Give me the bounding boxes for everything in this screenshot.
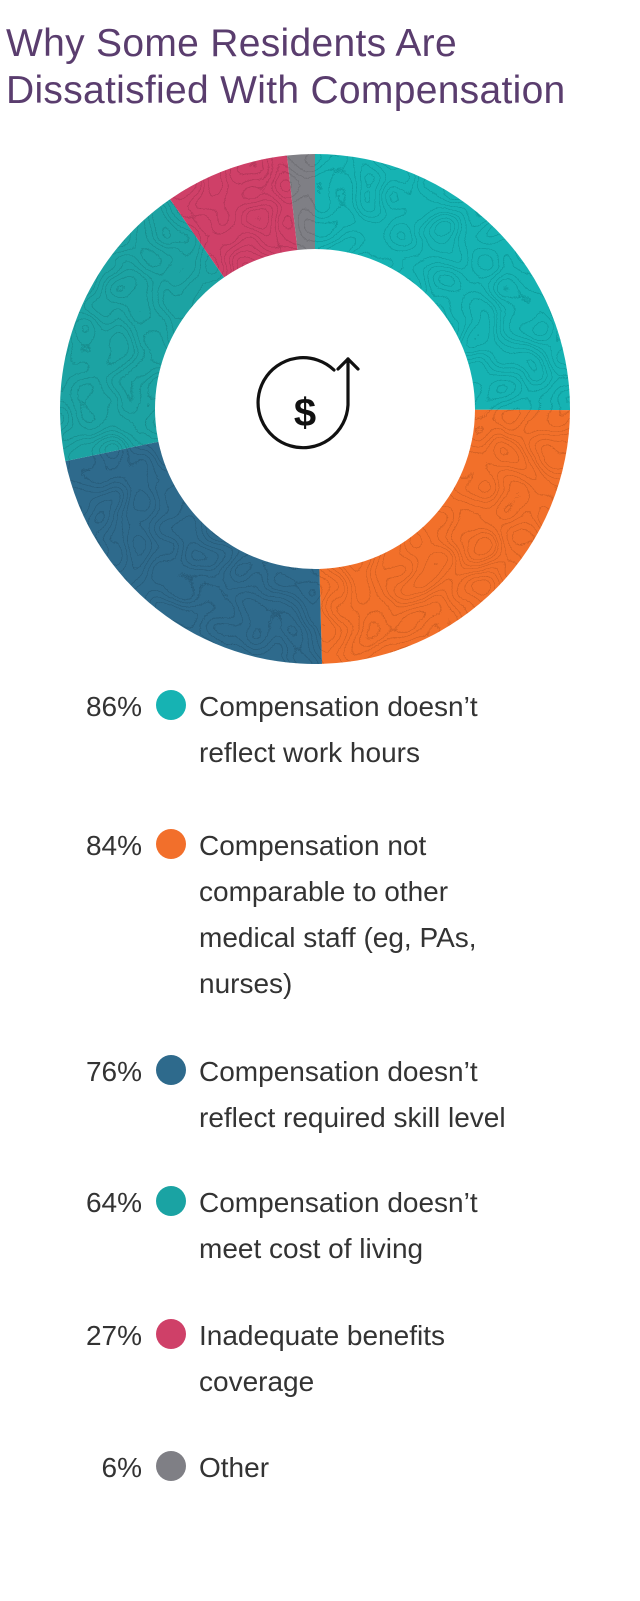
legend-label: Compensation doesn’t meet cost of living (199, 1180, 629, 1272)
legend-value: 84% (85, 830, 142, 861)
legend-label-line: comparable to other (199, 876, 449, 907)
legend-value: 64% (85, 1187, 142, 1218)
legend-item: 27% Inadequate benefits coverage (0, 1313, 640, 1445)
legend-label-line: Compensation doesn’t (199, 1187, 478, 1218)
legend-swatch (156, 829, 186, 859)
chart-title: Why Some Residents Are Dissatisfied With… (6, 20, 636, 114)
legend-label-line: medical staff (eg, PAs, (199, 922, 477, 953)
legend: 86% Compensation doesn’t reflect work hour… (0, 684, 640, 1505)
legend-label-line: coverage (199, 1366, 315, 1397)
legend-value: 6% (101, 1452, 142, 1483)
legend-label-line: Compensation doesn’t (199, 1056, 478, 1087)
legend-item: 6% Other (0, 1445, 640, 1505)
donut-slice-2 (319, 409, 570, 664)
legend-value: 86% (85, 691, 142, 722)
arrow-head (336, 357, 360, 371)
legend-value: 76% (85, 1056, 142, 1087)
donut-slice-3 (65, 441, 323, 664)
donut-slice-6 (287, 154, 315, 250)
legend-label-line: Compensation doesn’t (199, 691, 478, 722)
legend-label-line: Other (199, 1452, 270, 1483)
legend-label-line: reflect work hours (199, 737, 420, 768)
donut-slice-1 (315, 154, 570, 411)
donut-slice-5 (170, 155, 298, 278)
donut-chart: $ (60, 154, 570, 664)
legend-swatch (156, 1319, 186, 1349)
legend-item: 76% Compensation doesn’t reflect required … (0, 1049, 640, 1180)
dollar-circle-arc (256, 356, 350, 450)
legend-label-line: nurses) (199, 968, 293, 999)
dollar-up-arrow-icon: $ (256, 356, 360, 450)
legend-label-line: Compensation not (199, 830, 427, 861)
chart-title-line-1: Why Some Residents Are (6, 22, 457, 65)
legend-label: Compensation not comparable to other medic… (199, 823, 629, 1007)
legend-swatch (156, 1451, 186, 1481)
legend-swatch (156, 690, 186, 720)
legend-label-line: reflect required skill level (199, 1102, 506, 1133)
legend-label-line: Inadequate benefits (199, 1320, 445, 1351)
legend-value: 27% (85, 1320, 142, 1351)
chart-title-line-2: Dissatisfied With Compensation (6, 69, 566, 112)
legend-label: Compensation doesn’t reflect required ski… (199, 1049, 629, 1141)
legend-item: 84% Compensation not comparable to other me… (0, 823, 640, 1049)
legend-label: Other (199, 1445, 629, 1491)
donut-slice-4 (60, 199, 225, 462)
legend-item: 64% Compensation doesn’t meet cost of livi… (0, 1180, 640, 1313)
legend-swatch (156, 1055, 186, 1085)
dollar-sign: $ (294, 391, 316, 435)
legend-swatch (156, 1186, 186, 1216)
legend-item: 86% Compensation doesn’t reflect work hour… (0, 684, 640, 823)
legend-label: Compensation doesn’t reflect work hours (199, 684, 629, 776)
legend-label-line: meet cost of living (199, 1233, 424, 1264)
legend-label: Inadequate benefits coverage (199, 1313, 629, 1405)
